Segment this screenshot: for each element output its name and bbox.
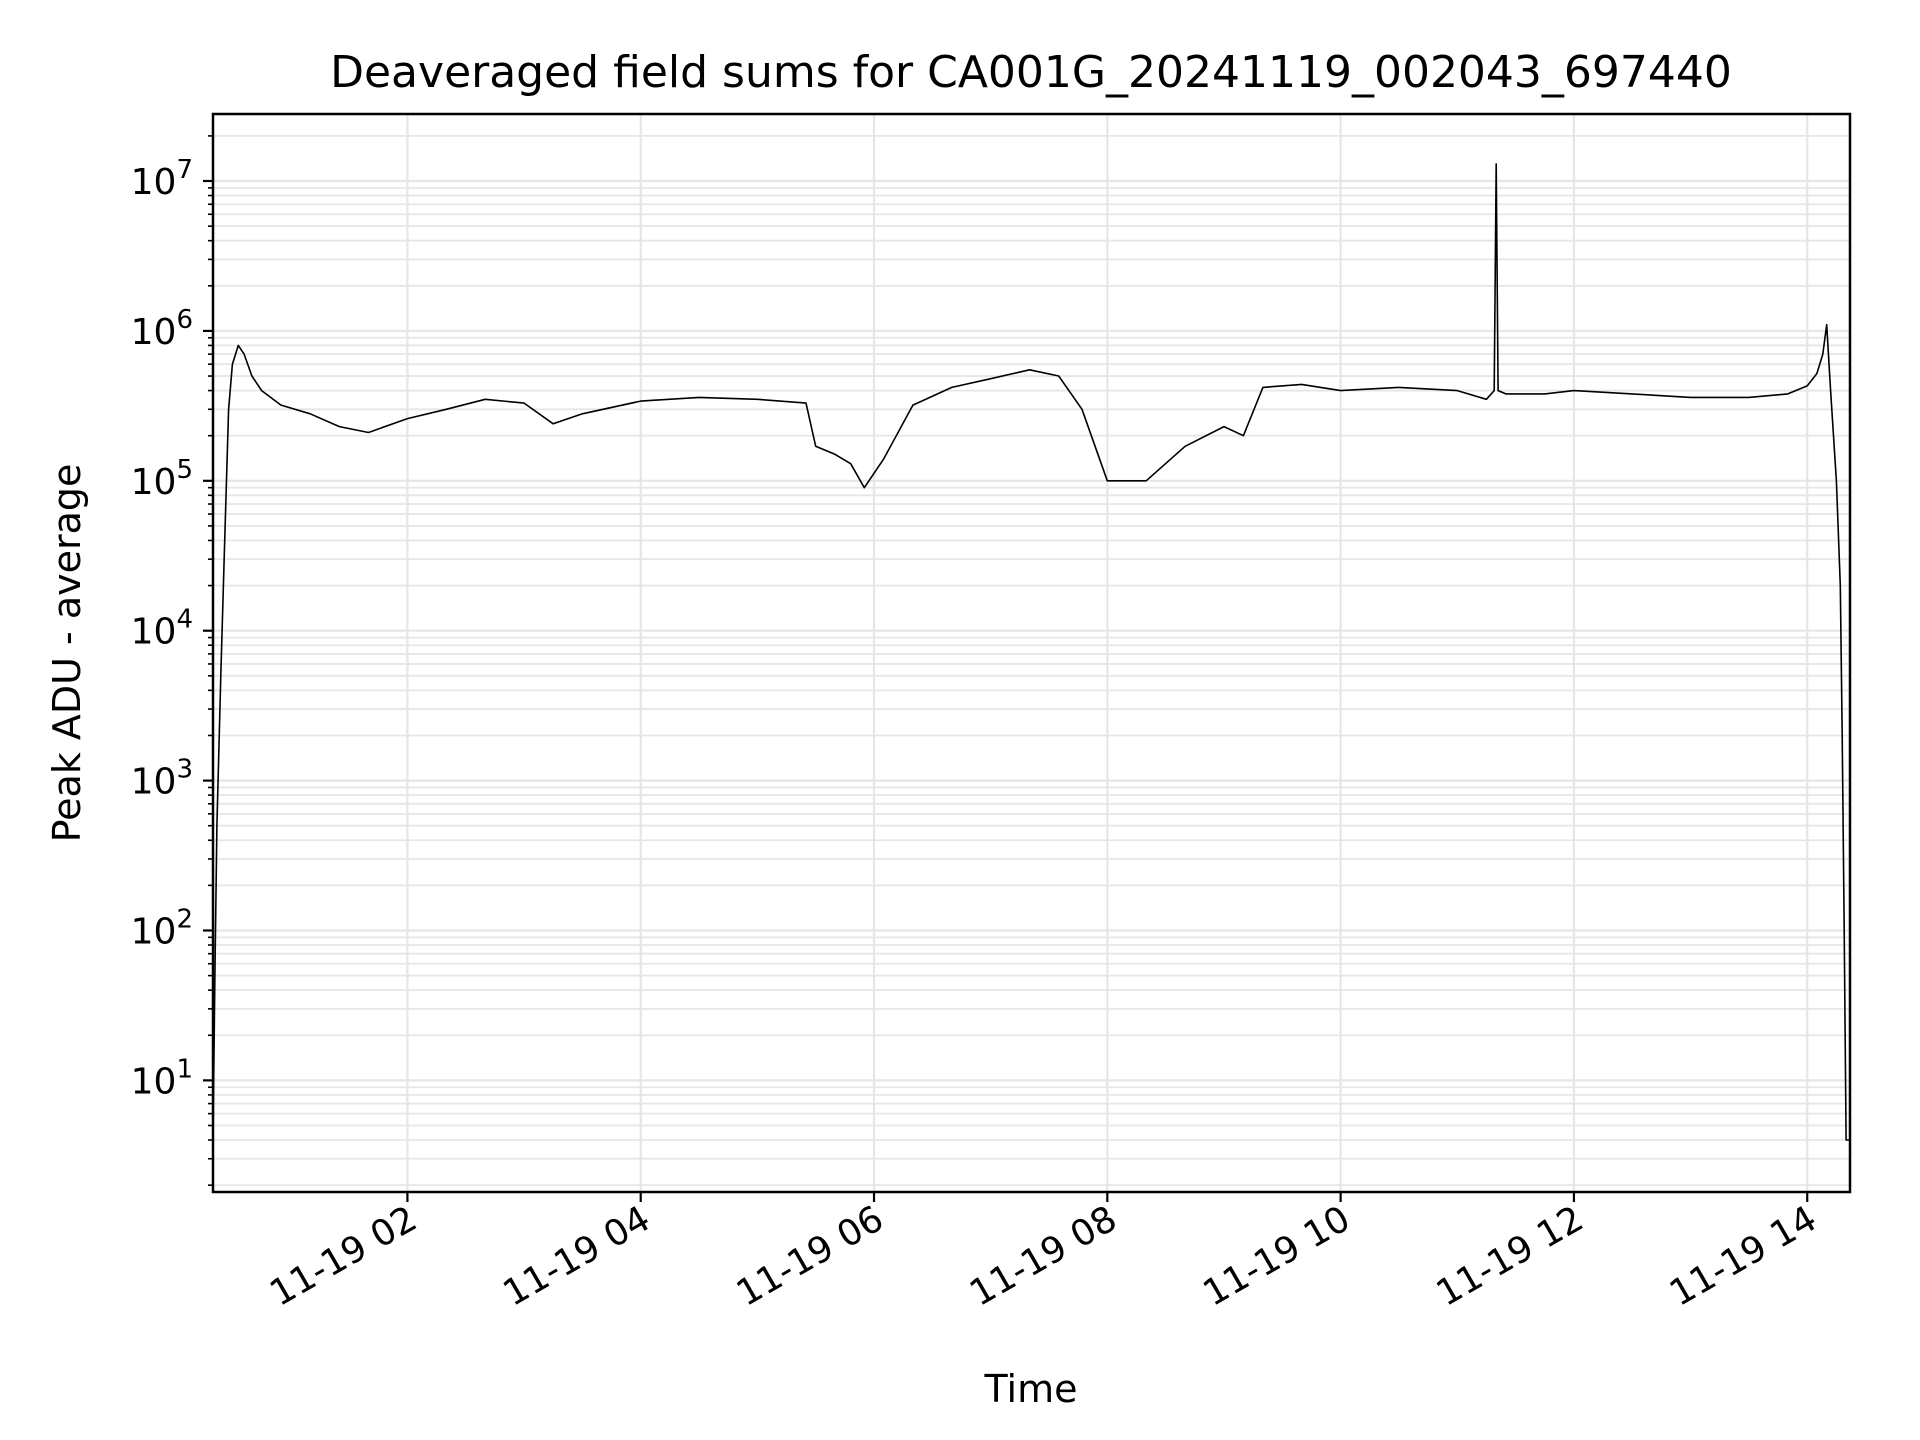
y-tick-exponent: 7 <box>176 155 193 185</box>
grid-lines <box>213 114 1850 1192</box>
y-tick-base: 10 <box>131 462 177 503</box>
chart-title: Deaveraged field sums for CA001G_2024111… <box>330 47 1732 98</box>
y-tick-label: 101 <box>131 1054 193 1102</box>
y-tick-label: 102 <box>131 904 193 952</box>
y-tick-base: 10 <box>131 162 177 203</box>
y-tick-base: 10 <box>131 762 177 803</box>
y-tick-base: 10 <box>131 312 177 353</box>
y-tick-exponent: 2 <box>176 904 193 934</box>
y-tick-exponent: 4 <box>176 605 193 635</box>
y-tick-exponent: 5 <box>176 455 193 485</box>
y-tick-label: 103 <box>131 755 193 803</box>
y-tick-label: 105 <box>131 455 193 503</box>
y-axis-label: Peak ADU - average <box>45 464 89 843</box>
y-tick-exponent: 1 <box>176 1054 193 1084</box>
y-tick-base: 10 <box>131 612 177 653</box>
y-tick-label: 106 <box>131 305 193 353</box>
y-tick-label: 104 <box>131 605 193 653</box>
y-tick-exponent: 6 <box>176 305 193 335</box>
y-tick-base: 10 <box>131 1061 177 1102</box>
data-line-layer <box>212 163 1850 1141</box>
y-tick-label: 107 <box>131 155 193 203</box>
y-tick-exponent: 3 <box>176 755 193 785</box>
y-tick-base: 10 <box>131 911 177 952</box>
series-line <box>212 163 1850 1141</box>
x-axis-label: Time <box>984 1367 1078 1411</box>
plot-area-frame <box>211 112 1852 1194</box>
